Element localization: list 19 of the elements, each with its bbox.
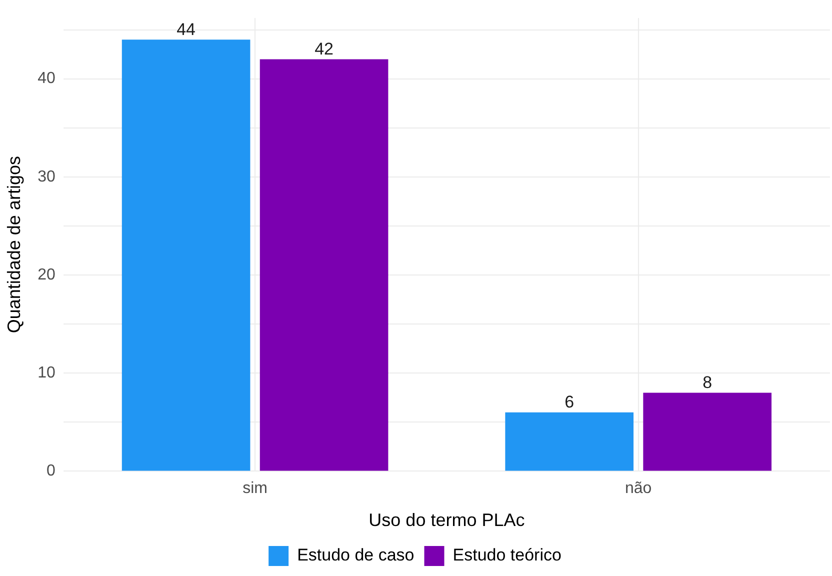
- x-tick-label: sim: [242, 480, 268, 498]
- x-axis-title: Uso do termo PLAc: [368, 510, 525, 530]
- y-tick-label: 40: [38, 70, 56, 88]
- data-label: 6: [564, 392, 574, 412]
- data-label: 8: [702, 372, 712, 392]
- data-label: 44: [176, 20, 196, 39]
- legend-label: Estudo teórico: [452, 546, 562, 565]
- bar: [505, 412, 634, 471]
- y-tick-label: 30: [38, 168, 56, 186]
- y-tick-label: 20: [38, 266, 56, 284]
- data-label: 42: [314, 39, 334, 58]
- legend-label: Estudo de caso: [297, 546, 414, 565]
- x-tick-label: não: [625, 480, 652, 498]
- bar: [260, 59, 388, 471]
- bar: [122, 40, 250, 471]
- bar: [643, 392, 772, 471]
- y-tick-label: 10: [38, 364, 56, 382]
- y-tick-label: 0: [46, 462, 56, 480]
- y-axis-title: Quantidade de artigos: [4, 156, 24, 334]
